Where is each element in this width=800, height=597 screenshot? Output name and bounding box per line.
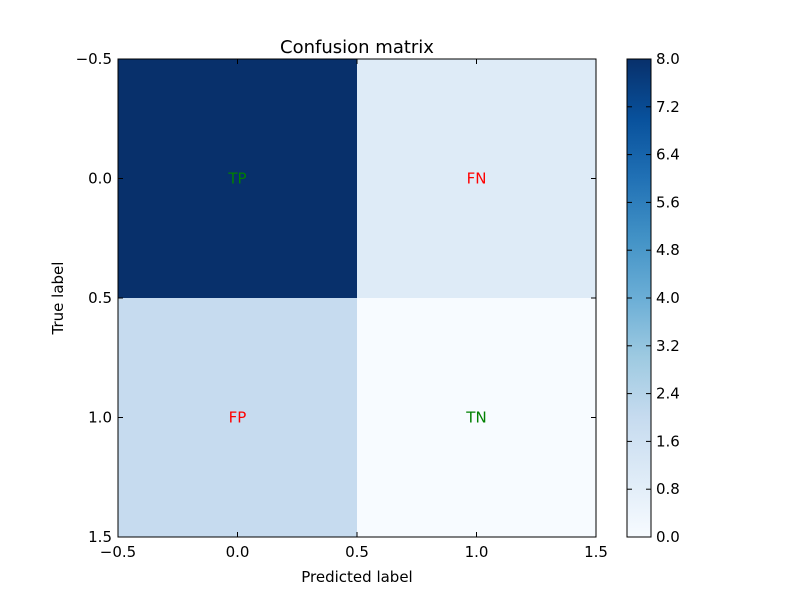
colorbar-tick-label: 4.0 [656, 289, 680, 307]
x-axis-label: Predicted label [301, 568, 412, 586]
colorbar-tick-label: 8.0 [656, 50, 680, 68]
heatmap-cell [118, 59, 357, 298]
heatmap-cell [118, 298, 357, 537]
y-axis-label: True label [49, 262, 67, 336]
x-tick-label: 1.5 [584, 543, 608, 561]
cell-label: TN [465, 409, 486, 427]
colorbar-tick-label: 0.8 [656, 480, 680, 498]
cell-label: FP [229, 409, 247, 427]
colorbar-tick-label: 7.2 [656, 98, 680, 116]
y-tick-label: −0.5 [76, 50, 112, 68]
y-tick-label: 1.0 [88, 409, 112, 427]
colorbar-tick-label: 5.6 [656, 193, 680, 211]
heatmap-cells [118, 59, 596, 537]
cell-label: FN [467, 170, 487, 188]
colorbar-tick-label: 3.2 [656, 337, 680, 355]
colorbar-ticks: 0.0 0.8 1.6 2.4 3.2 4.0 4.8 5.6 6.4 7.2 8.0 [627, 50, 680, 546]
cell-annotations: TP FN FP TN [227, 170, 486, 427]
x-tick-label: 0.5 [345, 543, 369, 561]
colorbar-tick-label: 0.0 [656, 528, 680, 546]
colorbar-tick-label: 4.8 [656, 241, 680, 259]
x-tick-label: 0.0 [226, 543, 250, 561]
y-tick-label: 0.0 [88, 170, 112, 188]
y-tick-label: 0.5 [88, 289, 112, 307]
cell-label: TP [227, 170, 246, 188]
heatmap-cell [357, 298, 596, 537]
x-tick-label: −0.5 [100, 543, 136, 561]
y-tick-label: 1.5 [88, 528, 112, 546]
heatmap-cell [357, 59, 596, 298]
colorbar-tick-label: 6.4 [656, 146, 680, 164]
x-axis: −0.5 0.0 0.5 1.0 1.5 [100, 59, 608, 561]
y-axis: −0.5 0.0 0.5 1.0 1.5 [76, 50, 596, 546]
chart-title: Confusion matrix [280, 37, 434, 58]
x-tick-label: 1.0 [465, 543, 489, 561]
colorbar-tick-label: 1.6 [656, 432, 680, 450]
colorbar-tick-label: 2.4 [656, 385, 680, 403]
